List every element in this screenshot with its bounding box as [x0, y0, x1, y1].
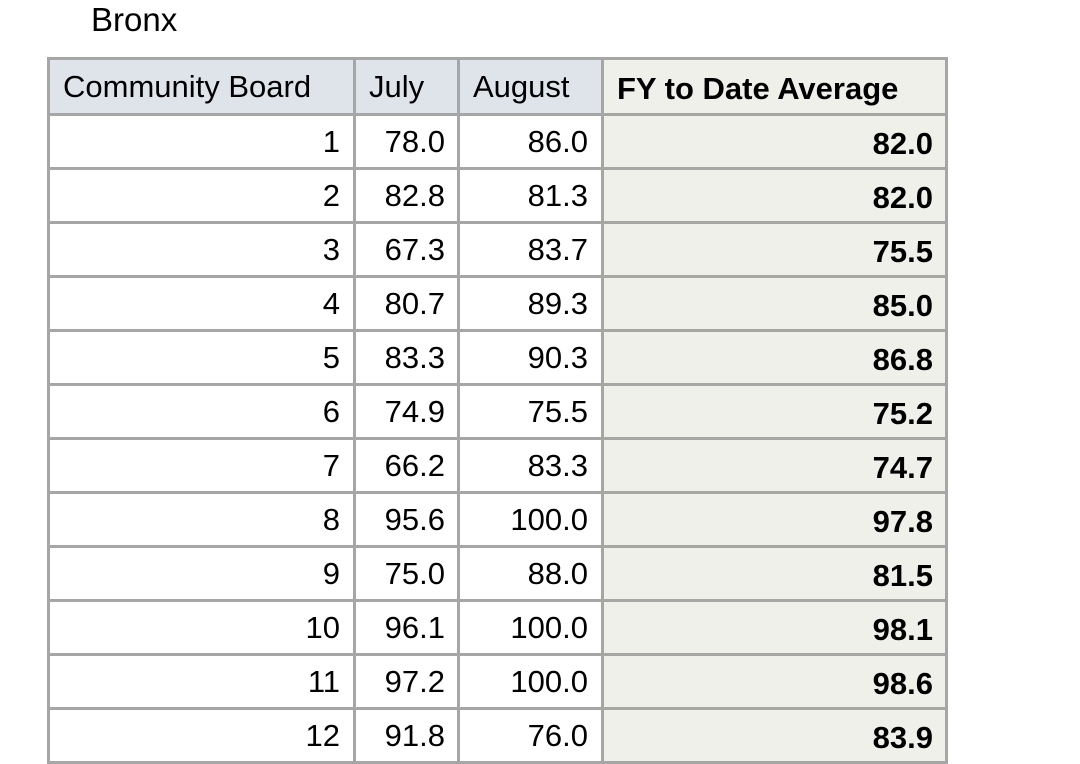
table-row: 6 74.9 75.5 75.2: [47, 383, 948, 440]
cell-august: 100.0: [457, 599, 604, 656]
cell-august: 75.5: [457, 383, 604, 440]
cell-july: 83.3: [353, 329, 460, 386]
cell-community-board: 6: [47, 383, 356, 440]
header-row: Community Board July August FY to Date A…: [47, 57, 948, 116]
cell-community-board: 5: [47, 329, 356, 386]
cell-august: 88.0: [457, 545, 604, 602]
cell-august: 100.0: [457, 491, 604, 548]
cell-community-board: 7: [47, 437, 356, 494]
cell-july: 91.8: [353, 707, 460, 764]
cell-august: 83.3: [457, 437, 604, 494]
table-row: 9 75.0 88.0 81.5: [47, 545, 948, 602]
cell-fy-to-date-average: 86.8: [601, 329, 948, 386]
cell-fy-to-date-average: 82.0: [601, 167, 948, 224]
cell-fy-to-date-average: 75.2: [601, 383, 948, 440]
cell-community-board: 10: [47, 599, 356, 656]
cell-july: 96.1: [353, 599, 460, 656]
cell-august: 86.0: [457, 113, 604, 170]
table-row: 2 82.8 81.3 82.0: [47, 167, 948, 224]
cell-community-board: 2: [47, 167, 356, 224]
table-row: 11 97.2 100.0 98.6: [47, 653, 948, 710]
cell-august: 76.0: [457, 707, 604, 764]
table-caption: Bronx: [91, 1, 178, 38]
cell-community-board: 12: [47, 707, 356, 764]
cell-community-board: 1: [47, 113, 356, 170]
cell-fy-to-date-average: 98.1: [601, 599, 948, 656]
header-community-board: Community Board: [47, 57, 356, 116]
header-july: July: [353, 57, 460, 116]
cell-july: 82.8: [353, 167, 460, 224]
cell-fy-to-date-average: 74.7: [601, 437, 948, 494]
cell-july: 66.2: [353, 437, 460, 494]
cell-fy-to-date-average: 81.5: [601, 545, 948, 602]
cell-august: 89.3: [457, 275, 604, 332]
cell-july: 74.9: [353, 383, 460, 440]
cell-fy-to-date-average: 85.0: [601, 275, 948, 332]
cell-july: 97.2: [353, 653, 460, 710]
table-row: 10 96.1 100.0 98.1: [47, 599, 948, 656]
cell-fy-to-date-average: 83.9: [601, 707, 948, 764]
cell-fy-to-date-average: 97.8: [601, 491, 948, 548]
cell-july: 67.3: [353, 221, 460, 278]
cell-august: 81.3: [457, 167, 604, 224]
table-row: 4 80.7 89.3 85.0: [47, 275, 948, 332]
cell-community-board: 4: [47, 275, 356, 332]
header-fy-to-date-average: FY to Date Average: [601, 57, 948, 116]
cell-august: 100.0: [457, 653, 604, 710]
cell-fy-to-date-average: 98.6: [601, 653, 948, 710]
cell-july: 95.6: [353, 491, 460, 548]
table-row: 8 95.6 100.0 97.8: [47, 491, 948, 548]
table-row: 7 66.2 83.3 74.7: [47, 437, 948, 494]
header-august: August: [457, 57, 604, 116]
cell-community-board: 3: [47, 221, 356, 278]
cell-community-board: 8: [47, 491, 356, 548]
cell-community-board: 11: [47, 653, 356, 710]
table-row: 1 78.0 86.0 82.0: [47, 113, 948, 170]
cell-community-board: 9: [47, 545, 356, 602]
cell-july: 75.0: [353, 545, 460, 602]
table-row: 5 83.3 90.3 86.8: [47, 329, 948, 386]
cell-july: 80.7: [353, 275, 460, 332]
table-row: 12 91.8 76.0 83.9: [47, 707, 948, 764]
cell-fy-to-date-average: 75.5: [601, 221, 948, 278]
cell-august: 83.7: [457, 221, 604, 278]
community-board-table: Community Board July August FY to Date A…: [47, 57, 948, 764]
cell-august: 90.3: [457, 329, 604, 386]
cell-july: 78.0: [353, 113, 460, 170]
table-row: 3 67.3 83.7 75.5: [47, 221, 948, 278]
cell-fy-to-date-average: 82.0: [601, 113, 948, 170]
